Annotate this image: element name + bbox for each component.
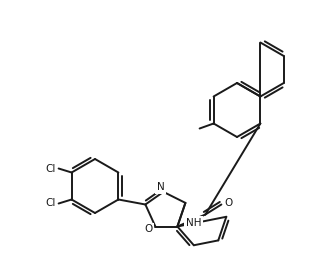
- Text: Cl: Cl: [45, 163, 56, 173]
- Text: O: O: [144, 225, 152, 234]
- Text: Cl: Cl: [45, 199, 56, 209]
- Text: O: O: [224, 198, 232, 207]
- Text: NH: NH: [186, 218, 201, 228]
- Text: N: N: [157, 182, 164, 192]
